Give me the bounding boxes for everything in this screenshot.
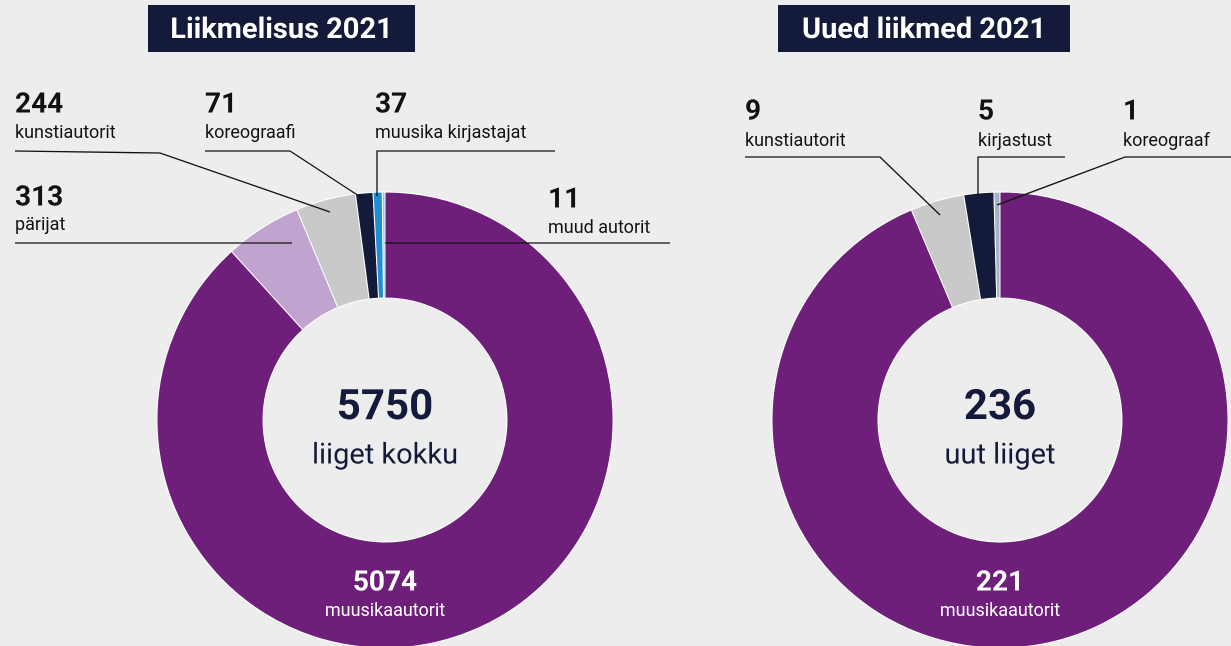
chart-title: Uued liikmed 2021: [802, 12, 1046, 46]
title-box: [778, 5, 1070, 52]
leader-line: [996, 156, 1231, 206]
category-label: pärijat: [15, 214, 65, 235]
category-label: muud autorit: [548, 217, 650, 238]
category-label: kirjastust: [978, 130, 1052, 151]
center-value: 236: [964, 381, 1036, 430]
title-box: [148, 5, 415, 52]
value-label: 313: [15, 179, 63, 212]
value-label: 5: [978, 93, 994, 126]
category-label: muusika kirjastajat: [375, 122, 526, 143]
chart-title: Liikmelisus 2021: [170, 12, 392, 46]
center-label: liiget kokku: [312, 438, 458, 472]
center-value: 5750: [337, 381, 433, 430]
leader-line: [977, 156, 1065, 196]
category-label: muusikaautorit: [325, 600, 445, 621]
category-label: kunstiautorit: [15, 122, 116, 143]
category-label: koreograaf: [1123, 130, 1211, 151]
slice: [771, 191, 1229, 646]
leader-line: [376, 150, 555, 196]
category-label: koreograafi: [205, 122, 296, 143]
value-label: 1: [1123, 93, 1139, 126]
leader-line: [745, 156, 941, 216]
center-label: uut liiget: [945, 438, 1056, 472]
leader-line: [205, 150, 363, 199]
category-label: kunstiautorit: [745, 130, 846, 151]
value-label: 71: [205, 86, 237, 119]
value-label: 5074: [353, 564, 417, 597]
value-label: 11: [548, 181, 580, 214]
value-label: 244: [15, 86, 63, 119]
value-label: 9: [745, 93, 761, 126]
slice: [993, 191, 1001, 299]
slice: [381, 191, 386, 299]
category-label: muusikaautorit: [940, 600, 1060, 621]
value-label: 221: [976, 564, 1024, 597]
slice: [156, 191, 614, 646]
value-label: 37: [375, 86, 407, 119]
leader-line: [14, 150, 331, 213]
